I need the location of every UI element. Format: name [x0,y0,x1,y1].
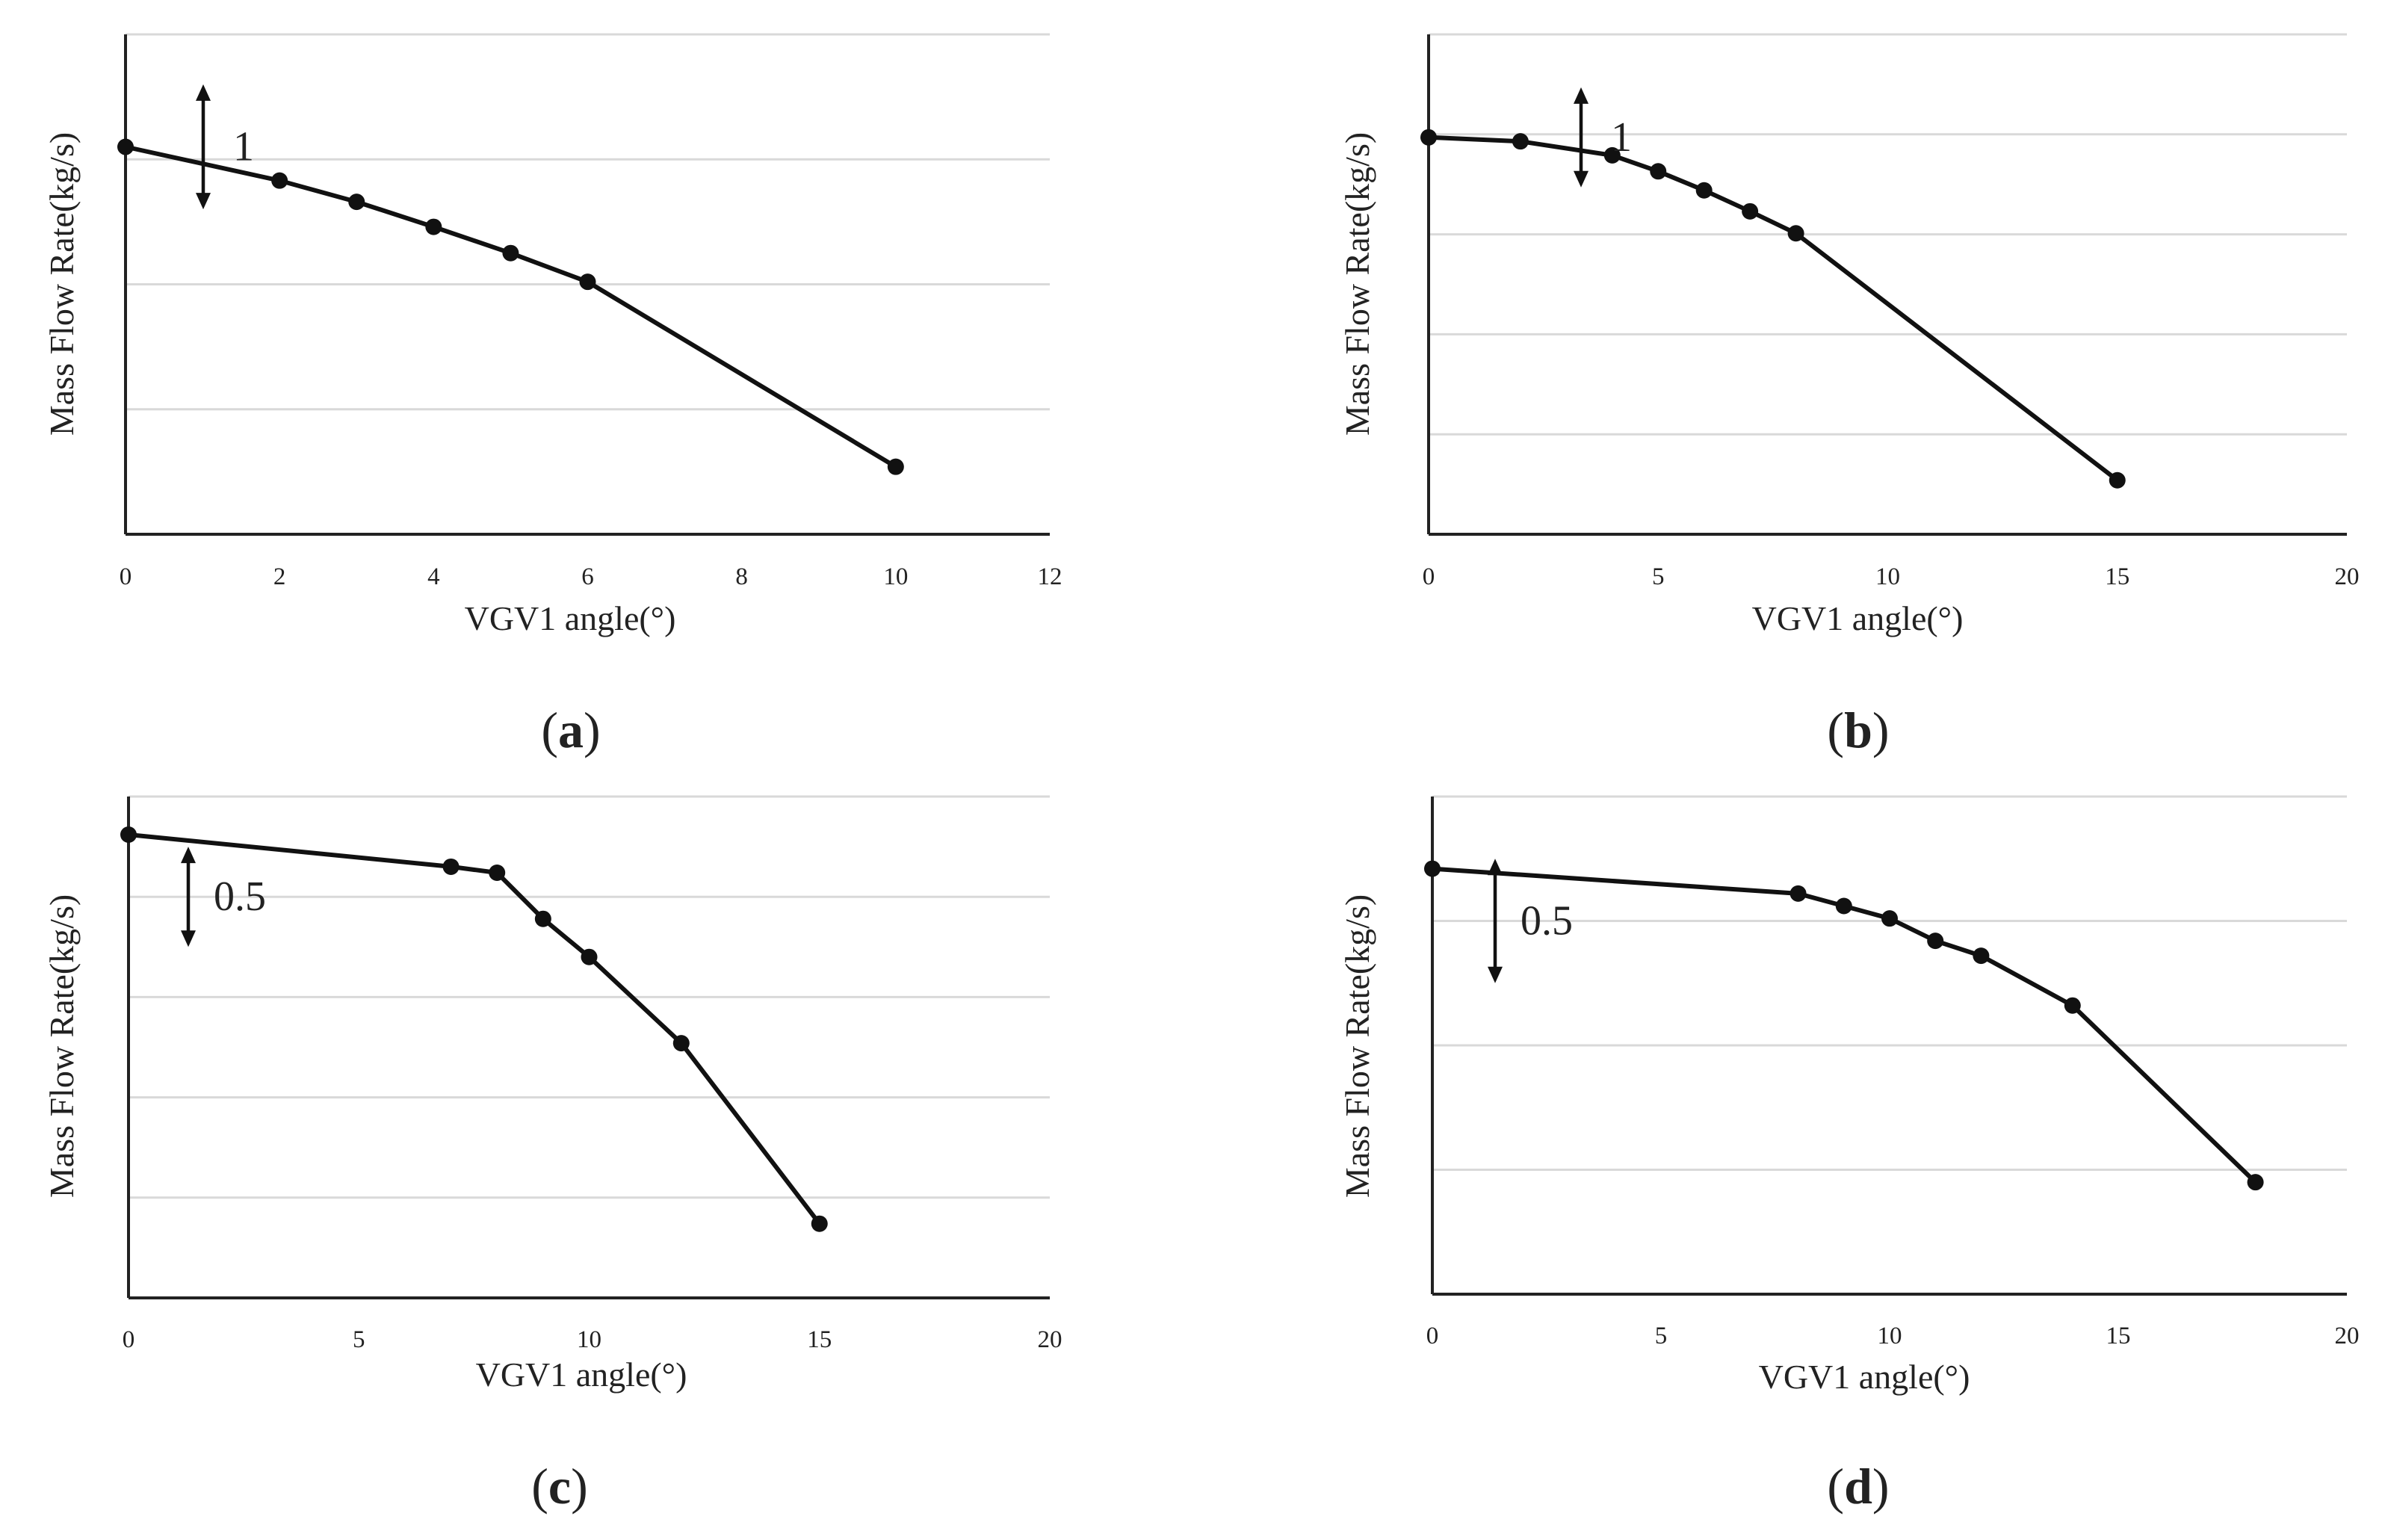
data-point [887,458,904,475]
data-point [2064,997,2081,1014]
x-tick-label: 5 [1652,563,1665,590]
x-tick-label: 6 [581,563,594,590]
data-point [1789,885,1807,902]
x-tick-label: 5 [353,1326,365,1353]
x-tick-label: 10 [883,563,908,590]
x-tick-label: 15 [2106,1323,2131,1349]
x-tick-label: 10 [577,1326,601,1353]
panel-d: 0 5 10 15 20 0.5 VGV1 angle(°) Mass Flow Rat… [1338,795,2360,1515]
scale-arrow [1488,859,1503,983]
data-point [534,910,551,927]
scale-annotation-c: 0.5 [214,873,266,920]
data-point [581,948,598,965]
data-point [1420,129,1437,146]
x-tick-label: 0 [120,563,132,590]
x-tick-label: 20 [2335,1323,2360,1349]
x-tick-label: 20 [1038,1326,1062,1353]
data-point [2247,1174,2264,1191]
data-point [271,172,288,189]
data-point [1603,146,1621,164]
data-point [811,1215,828,1232]
x-axis-label-a: VGV1 angle(°) [465,599,676,637]
data-point [1424,860,1441,877]
x-tick-label: 4 [427,563,440,590]
data-point [1835,897,1852,915]
data-point [502,244,519,262]
x-tick-label: 0 [1426,1323,1439,1349]
x-tick-label: 10 [1875,563,1900,590]
data-point [1512,133,1529,150]
panel-caption-a: (a) [541,702,600,758]
x-tick-label: 20 [2335,563,2360,590]
panel-c: 0 5 10 15 20 0.5 VGV1 angle(°) Mass Flow Rat… [43,795,1062,1515]
x-tick-label: 15 [2105,563,2129,590]
data-point [1787,225,1804,242]
scale-arrow [1574,87,1589,188]
data-point [1650,163,1667,180]
x-tick-label: 15 [807,1326,832,1353]
panel-a: 0 2 4 6 8 10 12 1 VGV1 angle(°) Mass Flow Rate… [43,33,1062,758]
data-point [579,273,596,291]
data-point [2109,471,2126,489]
y-axis-label-a: Mass Flow Rate(kg/s) [43,132,81,436]
data-point [1881,910,1898,927]
scale-annotation-b: 1 [1611,114,1632,161]
data-point [1695,182,1713,199]
data-point [1973,947,1990,965]
x-axis-label-c: VGV1 angle(°) [476,1355,687,1394]
data-point [489,864,506,881]
x-tick-label: 2 [273,563,286,590]
y-axis-label-c: Mass Flow Rate(kg/s) [43,894,81,1198]
y-axis-label-b: Mass Flow Rate(kg/s) [1338,132,1376,436]
scale-annotation-a: 1 [233,124,254,170]
data-point [1742,202,1759,220]
x-tick-label: 0 [1423,563,1435,590]
scale-annotation-d: 0.5 [1521,898,1573,944]
panel-caption-c: (c) [531,1458,588,1515]
data-point [348,194,365,211]
scale-arrow [196,84,211,210]
data-point [1927,933,1944,950]
x-axis-label-d: VGV1 angle(°) [1759,1358,1970,1396]
x-tick-label: 5 [1655,1323,1668,1349]
x-tick-label: 0 [123,1326,135,1353]
data-point [120,826,137,843]
series-line-a [125,144,897,469]
scale-arrow [181,847,196,947]
panel-caption-d: (d) [1827,1458,1889,1515]
panel-b: 0 5 10 15 20 1 VGV1 angle(°) Mass Flow Rate(… [1338,33,2360,758]
x-tick-label: 10 [1878,1323,1902,1349]
data-point [672,1035,690,1052]
x-tick-label: 8 [735,563,748,590]
y-axis-label-d: Mass Flow Rate(kg/s) [1338,894,1376,1198]
data-point [442,858,460,875]
x-axis-label-b: VGV1 angle(°) [1752,599,1964,637]
panel-caption-b: (b) [1827,702,1889,758]
data-point [425,218,442,235]
series-line-b [1428,134,2119,483]
data-point [117,138,134,155]
x-tick-label: 12 [1038,563,1062,590]
